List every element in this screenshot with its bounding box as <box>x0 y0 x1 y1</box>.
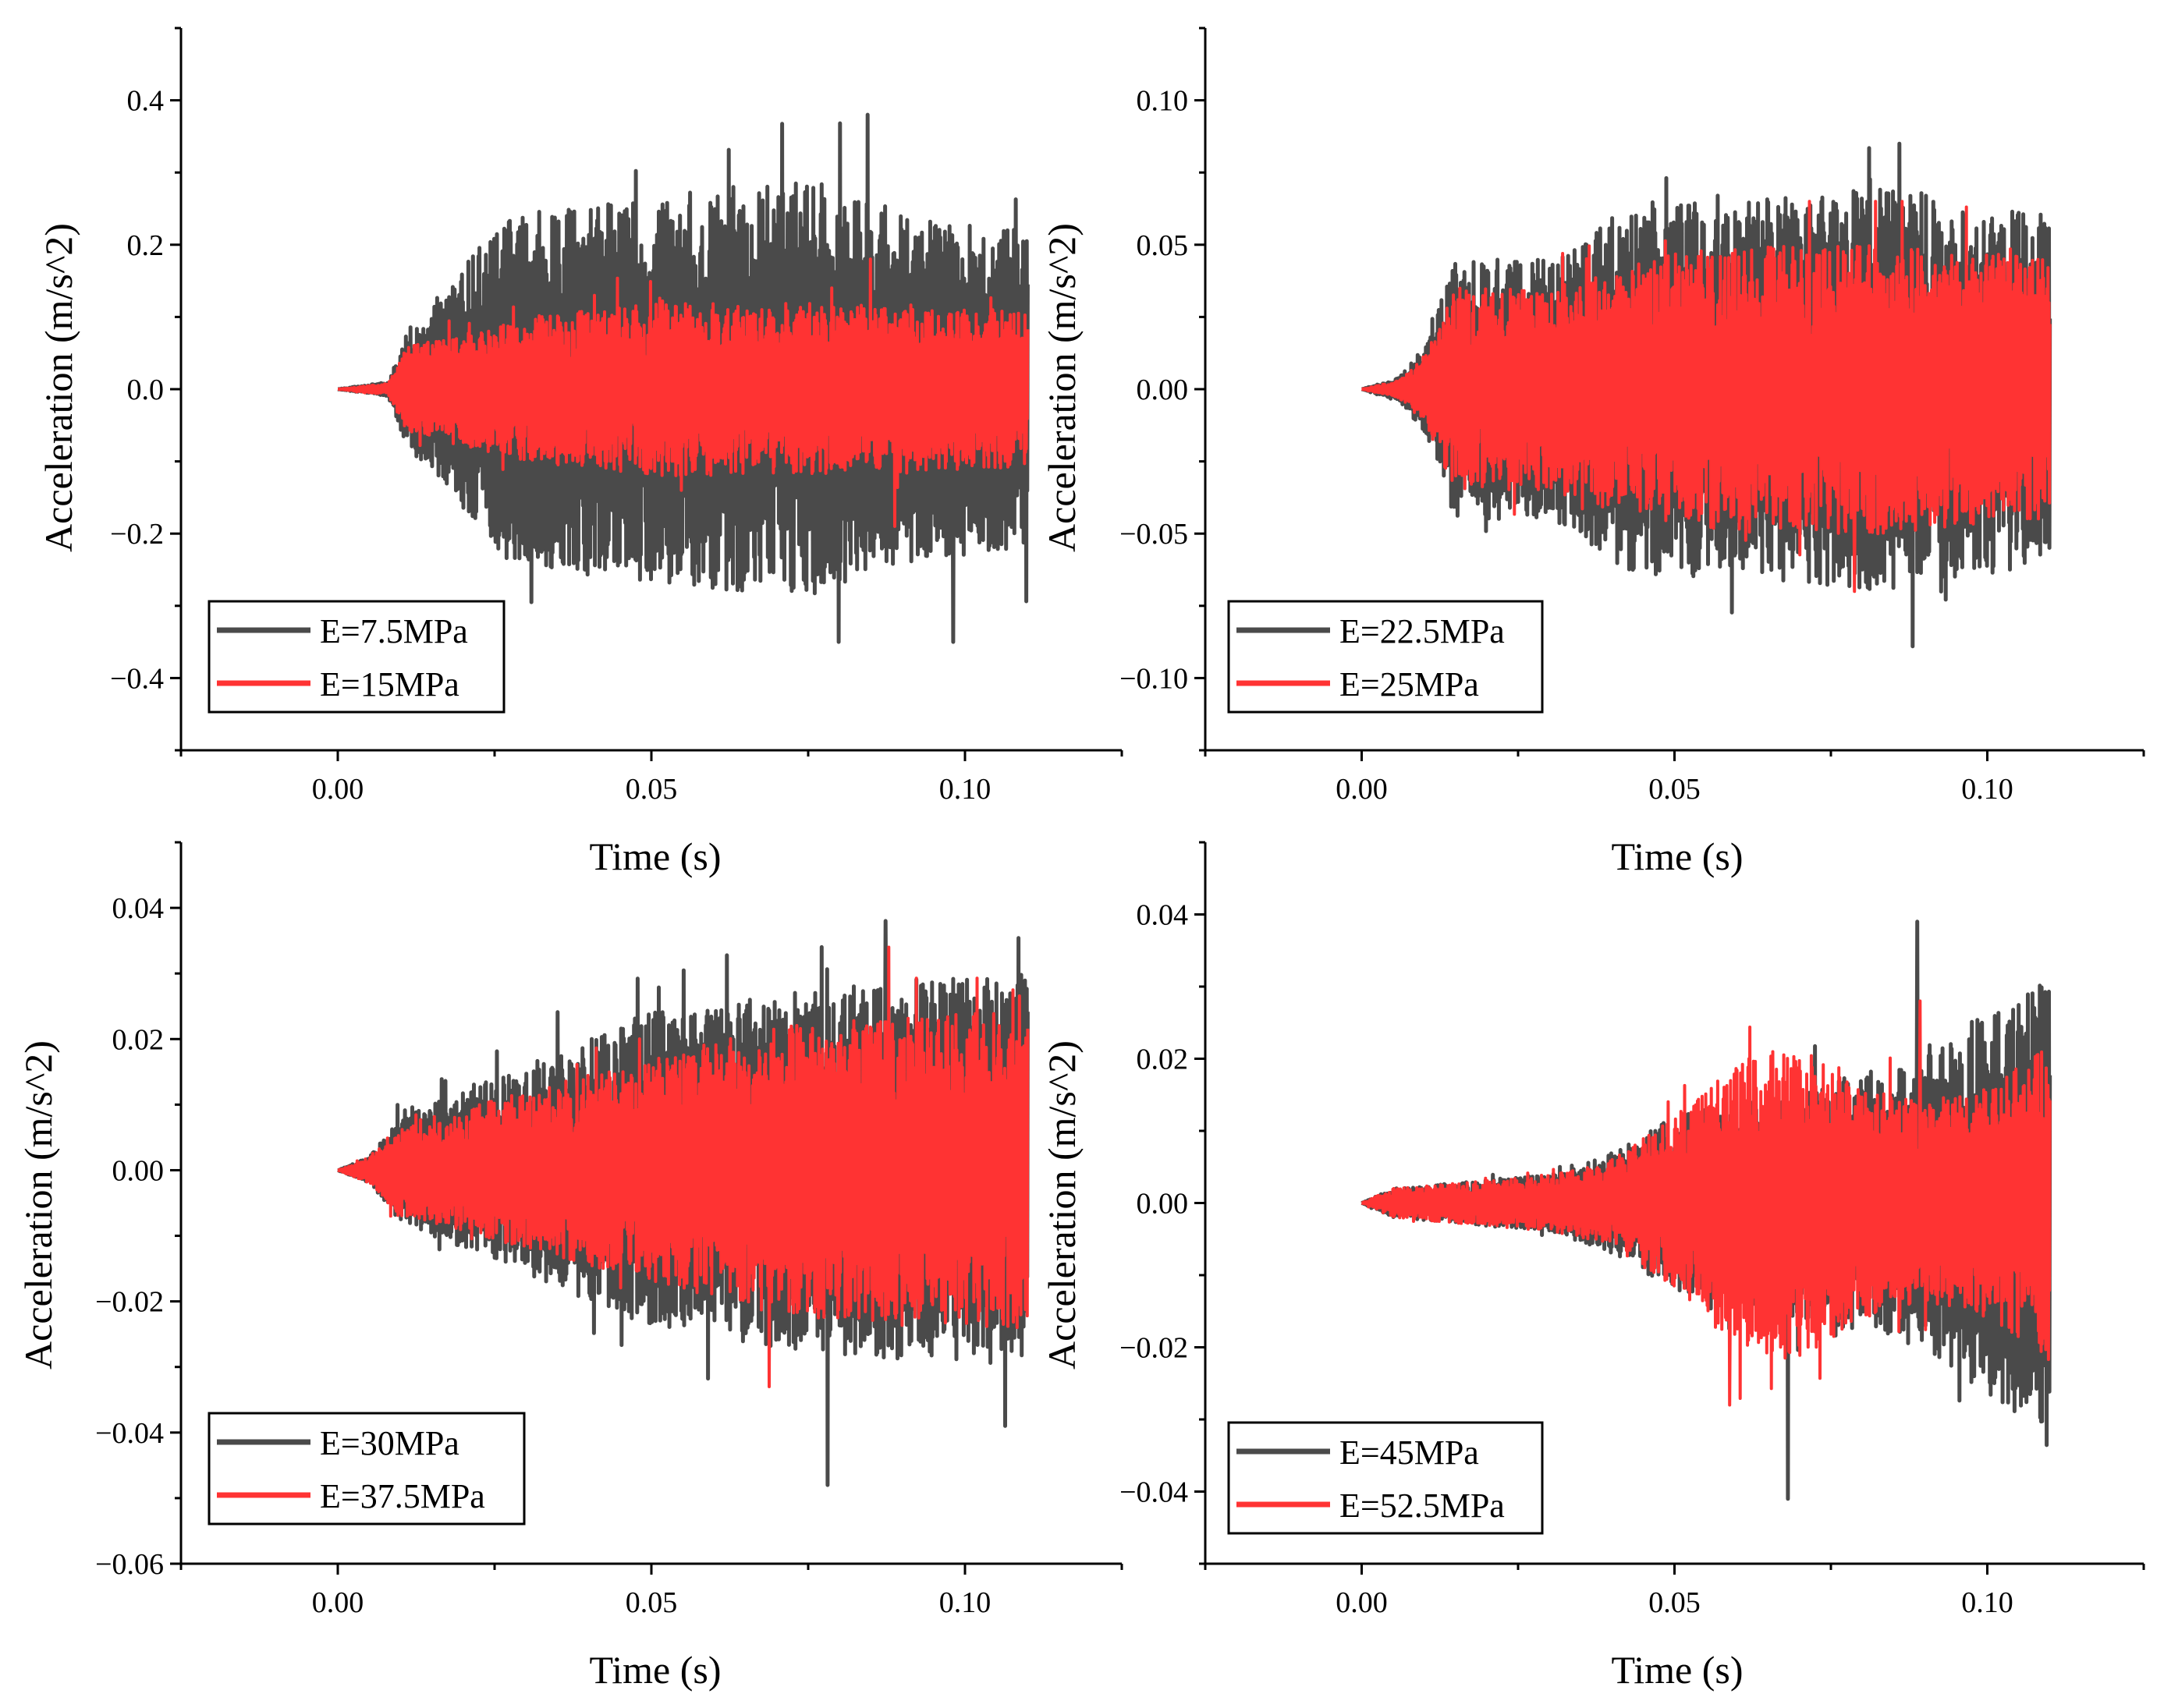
y-tick-label: 0.0 <box>127 374 165 406</box>
legend-box <box>1227 1421 1544 1535</box>
legend-label-2: E=15MPa <box>320 665 459 703</box>
axes: −0.04 −0.02 0.00 0.02 0.04 0.00 0.05 0.10 <box>1119 841 2145 1619</box>
y-tick-label: −0.05 <box>1119 518 1188 551</box>
legend: E=22.5MPa E=25MPa <box>1227 600 1544 714</box>
y-tick-label: 0.4 <box>127 85 165 118</box>
legend-label-2: E=52.5MPa <box>1339 1487 1505 1525</box>
x-tick-label: 0.00 <box>312 773 364 806</box>
series-red-line <box>1360 200 2052 594</box>
y-axis-title: Acceleration (m/s^2) <box>16 1040 60 1370</box>
axes: −0.4 −0.2 0.0 0.2 0.4 0.00 0.05 0.10 <box>110 27 1123 806</box>
y-axis-title: Acceleration (m/s^2) <box>1040 223 1084 552</box>
y-tick-label: 0.2 <box>127 229 165 262</box>
legend-label-1: E=30MPa <box>320 1424 459 1462</box>
y-tick-label: −0.02 <box>95 1286 164 1319</box>
y-tick-label: −0.4 <box>110 662 164 695</box>
legend-label-1: E=7.5MPa <box>320 612 468 650</box>
plot-area <box>1360 141 2052 649</box>
x-tick-label: 0.05 <box>626 1586 678 1619</box>
series-red-line <box>1360 999 2052 1407</box>
x-tick-label: 0.00 <box>1336 1586 1388 1619</box>
x-tick-label: 0.00 <box>312 1586 364 1619</box>
x-tick-label: 0.10 <box>939 1586 992 1619</box>
series-red-line <box>336 945 1030 1388</box>
y-tick-label: 0.00 <box>112 1154 165 1187</box>
x-axis-title: Time (s) <box>589 835 721 878</box>
chart-panel-4: −0.04 −0.02 0.00 0.02 0.04 0.00 0.05 0.10 Time … <box>1040 841 2145 1692</box>
chart-panel-3: −0.06−0.04−0.020.000.020.040.00 0.05 0.10 … <box>16 841 1123 1692</box>
y-tick-label: 0.02 <box>112 1023 165 1056</box>
y-tick-label: 0.04 <box>112 892 165 925</box>
y-tick-label: 0.00 <box>1137 1188 1189 1221</box>
x-tick-label: 0.05 <box>1648 1586 1701 1619</box>
legend: E=45MPa E=52.5MPa <box>1227 1421 1544 1535</box>
x-tick-label: 0.10 <box>1961 1586 2013 1619</box>
legend-label-1: E=45MPa <box>1339 1433 1479 1472</box>
y-tick-label: 0.02 <box>1137 1044 1189 1076</box>
y-tick-label: 0.04 <box>1137 899 1189 932</box>
axes: −0.10 −0.05 0.00 0.05 0.10 0.00 0.05 0.10 <box>1119 27 2145 806</box>
x-tick-label: 0.05 <box>626 773 678 806</box>
series-red-line <box>336 257 1030 528</box>
chart-panel-2: −0.10 −0.05 0.00 0.05 0.10 0.00 0.05 0.10 Time … <box>1040 27 2145 878</box>
legend-box <box>1227 600 1544 714</box>
legend-box <box>208 600 506 714</box>
x-axis-title: Time (s) <box>1611 1648 1743 1692</box>
x-tick-label: 0.10 <box>1961 773 2013 806</box>
series-dark-line <box>336 112 1030 644</box>
y-tick-label: 0.00 <box>1137 374 1189 406</box>
legend-box <box>208 1412 526 1526</box>
x-tick-label: 0.10 <box>939 773 992 806</box>
x-tick-label: 0.00 <box>1336 773 1388 806</box>
y-axis-title: Acceleration (m/s^2) <box>37 223 80 552</box>
plot-area <box>336 112 1030 644</box>
axes: −0.06 −0.04 −0.02 0.00 0.02 0.04 0.00 0.05 0.10 <box>95 841 1123 1619</box>
plot-area <box>336 919 1030 1487</box>
legend-label-1: E=22.5MPa <box>1339 612 1505 650</box>
y-tick-label: −0.02 <box>1119 1332 1188 1365</box>
y-tick-label: −0.10 <box>1119 662 1188 695</box>
legend-label-2: E=25MPa <box>1339 665 1479 703</box>
x-axis-title: Time (s) <box>1611 835 1743 878</box>
y-tick-label: −0.2 <box>110 518 164 551</box>
x-axis-title: Time (s) <box>589 1648 721 1692</box>
y-tick-label: −0.04 <box>95 1417 164 1450</box>
legend-label-2: E=37.5MPa <box>320 1477 485 1515</box>
x-tick-label: 0.05 <box>1648 773 1701 806</box>
y-tick-label: 0.05 <box>1137 229 1189 262</box>
legend: E=30MPa E=37.5MPa <box>208 1412 526 1526</box>
plot-area <box>1360 920 2052 1501</box>
y-tick-label: −0.04 <box>1119 1476 1188 1509</box>
legend: E=7.5MPa E=15MPa <box>208 600 506 714</box>
y-tick-label: −0.06 <box>95 1548 164 1581</box>
chart-panel-1: −0.4 −0.2 0.0 0.2 0.4 0.00 0.05 0.10 Time (s) A… <box>37 27 1123 878</box>
y-axis-title: Acceleration (m/s^2) <box>1040 1040 1084 1370</box>
y-tick-label: 0.10 <box>1137 85 1189 118</box>
